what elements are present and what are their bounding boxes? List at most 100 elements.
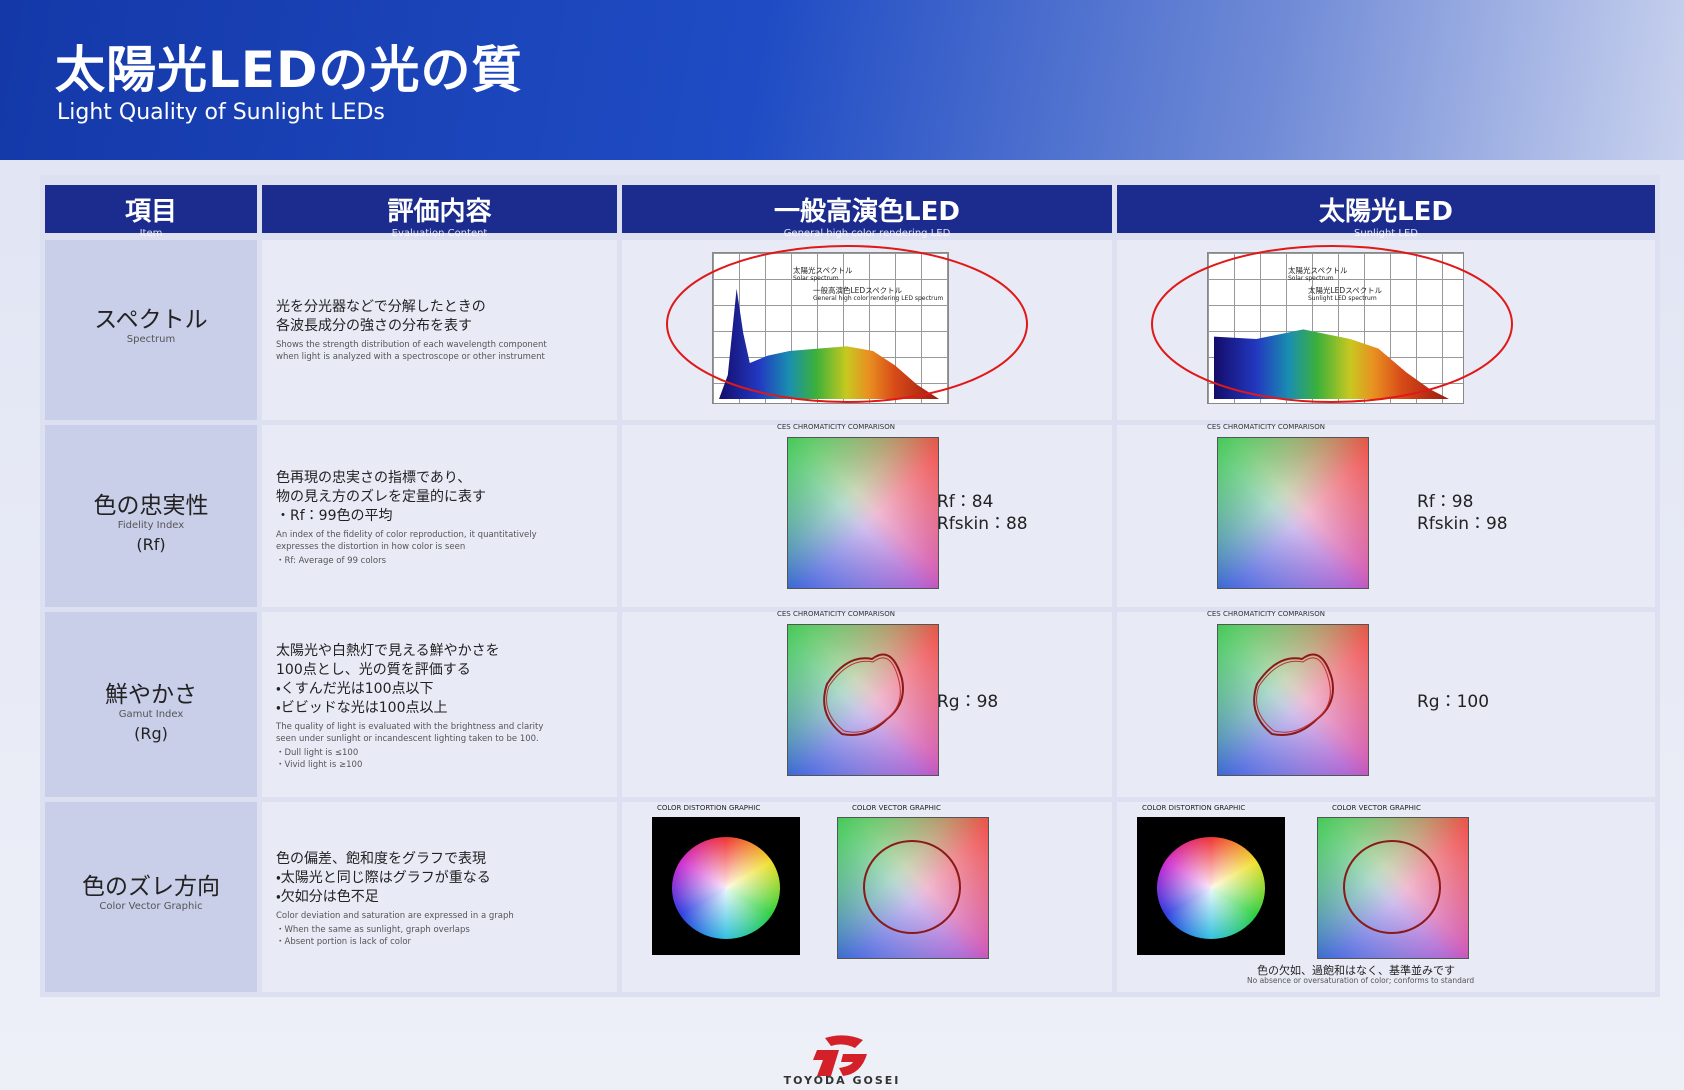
description-line: 各波長成分の強さの分布を表す xyxy=(276,318,472,334)
column-label: 太陽光LED xyxy=(1319,197,1453,227)
chromaticity-chart xyxy=(1217,437,1369,589)
chart-legend: 太陽光スペクトル xyxy=(1288,266,1348,275)
distortion-graphic xyxy=(652,817,800,955)
description-line: ・Rf：99色の平均 xyxy=(276,507,393,524)
description-en-line: when light is analyzed with a spectrosco… xyxy=(276,352,545,362)
column-header: 太陽光LED Sunlight LED xyxy=(1117,185,1655,239)
metric-value: Rf：84 xyxy=(937,492,994,512)
highlight-ellipse xyxy=(666,245,1028,403)
metric-value: Rf：98 xyxy=(1417,492,1474,512)
column-header: 項目 Item xyxy=(45,185,257,239)
description-line: 色再現の忠実さの指標であり、 xyxy=(276,469,472,486)
color-wheel xyxy=(1157,837,1265,939)
spectrum-chart: 太陽光スペクトル Solar spectrum 一般高演色LEDスペクトル Gener… xyxy=(712,252,949,404)
metric-value: Rfskin：98 xyxy=(1417,514,1508,534)
description-en-line: Color deviation and saturation are expre… xyxy=(276,910,514,921)
description-cell: 光を分光器などで分解したときの 各波長成分の強さの分布を表す Shows the s… xyxy=(262,240,617,420)
chart-legend: Sunlight LED spectrum xyxy=(1308,295,1377,302)
chart-legend: General high color rendering LED spectru… xyxy=(813,295,944,302)
description-line: 色の偏差、飽和度をグラフで表現 xyxy=(276,850,486,867)
description-line: 100点とし、光の質を評価する xyxy=(276,661,471,678)
description-line: ・くすんだ光は100点以下 xyxy=(276,680,434,697)
gamut-loop xyxy=(1253,653,1334,736)
item-cell: スペクトル Spectrum xyxy=(45,240,257,420)
description-line: ・ビビッドな光は100点以上 xyxy=(276,699,448,716)
item-label: 色のズレ方向 xyxy=(82,874,220,900)
item-cell: 色の忠実性 Fidelity Index (Rf) xyxy=(45,425,257,607)
item-text: スペクトル Spectrum xyxy=(45,300,257,345)
logo-text: TOYODA GOSEI xyxy=(783,1074,901,1087)
metric-value: Rfskin：88 xyxy=(937,514,1028,534)
chart-legend: Solar spectrum xyxy=(1288,275,1334,282)
item-label: 色の忠実性 xyxy=(93,493,209,519)
distortion-graphic xyxy=(1137,817,1285,955)
highlight-ellipse xyxy=(1151,245,1513,403)
description-cell: 色再現の忠実さの指標であり、 物の見え方のズレを定量的に表す ・Rf：99色の平均 A… xyxy=(262,425,617,607)
note-en: No absence or oversaturation of color; c… xyxy=(1247,976,1475,985)
item-text: 色のズレ方向 Color Vector Graphic xyxy=(45,867,257,912)
column-label: 項目 xyxy=(124,197,177,227)
chart-legend: 一般高演色LEDスペクトル xyxy=(813,286,903,295)
column-label: 一般高演色LED xyxy=(774,197,960,227)
title: 太陽光LEDの光の質 xyxy=(55,41,523,99)
header-band xyxy=(0,0,1684,160)
column-sublabel: Evaluation Content xyxy=(391,228,488,239)
item-text: 色の忠実性 Fidelity Index (Rf) xyxy=(45,486,257,554)
description-en-line: Shows the strength distribution of each … xyxy=(276,340,547,350)
description-line: 太陽光や白熱灯で見える鮮やかさを xyxy=(276,642,500,659)
vector-loop xyxy=(1343,840,1441,934)
description-en-line: ・When the same as sunlight, graph overla… xyxy=(276,924,470,935)
chart-title: COLOR VECTOR GRAPHIC xyxy=(852,804,941,812)
gamut-loop xyxy=(823,653,904,736)
item-sub: (Rf) xyxy=(136,535,166,554)
chart-title: CES CHROMATICITY COMPARISON xyxy=(777,610,895,618)
description-en-line: ・Vivid light is ≥100 xyxy=(276,759,363,770)
item-text: 鮮やかさ Gamut Index (Rg) xyxy=(45,675,257,743)
description-line: 光を分光器などで分解したときの xyxy=(276,299,486,315)
description-cell: 色の偏差、飽和度をグラフで表現 ・太陽光と同じ際はグラフが重なる ・欠如分は色不足 C… xyxy=(262,802,617,992)
chart-title: COLOR DISTORTION GRAPHIC xyxy=(657,804,761,812)
item-label-en: Color Vector Graphic xyxy=(99,901,203,912)
note: 色の欠如、過飽和はなく、基準並みです xyxy=(1257,964,1455,977)
chart-title: CES CHROMATICITY COMPARISON xyxy=(1207,423,1325,431)
column-sublabel: Sunlight LED xyxy=(1354,228,1418,239)
vector-loop xyxy=(863,840,961,934)
column-sublabel: General high color rendering LED xyxy=(783,228,951,239)
description-en-line: ・Rf: Average of 99 colors xyxy=(276,555,387,566)
logo-mark xyxy=(813,1035,867,1076)
column-sublabel: Item xyxy=(139,228,163,239)
chart-title: CES CHROMATICITY COMPARISON xyxy=(777,423,895,431)
item-sub: (Rg) xyxy=(134,723,168,743)
description-en-line: An index of the fidelity of color reprod… xyxy=(276,529,537,540)
item-label-en: Spectrum xyxy=(126,334,176,345)
description-line: ・太陽光と同じ際はグラフが重なる xyxy=(276,869,491,886)
chart-title: CES CHROMATICITY COMPARISON xyxy=(1207,610,1325,618)
description-cell: 太陽光や白熱灯で見える鮮やかさを 100点とし、光の質を評価する ・くすんだ光は10… xyxy=(262,612,617,797)
chart-title: COLOR DISTORTION GRAPHIC xyxy=(1142,804,1246,812)
description-line: 物の見え方のズレを定量的に表す xyxy=(276,488,486,505)
spectrum-chart: 太陽光スペクトル Solar spectrum 太陽光LEDスペクトル Sunligh… xyxy=(1207,252,1464,404)
item-label: スペクトル xyxy=(94,307,208,333)
description-en-line: ・Absent portion is lack of color xyxy=(276,936,412,947)
chromaticity-chart xyxy=(1217,624,1369,776)
item-label: 鮮やかさ xyxy=(105,681,197,708)
value-cell xyxy=(1117,425,1655,607)
item-cell: 鮮やかさ Gamut Index (Rg) xyxy=(45,612,257,797)
color-wheel xyxy=(672,837,780,939)
subtitle: Light Quality of Sunlight LEDs xyxy=(57,100,385,125)
column-label: 評価内容 xyxy=(387,197,492,227)
item-label-en: Fidelity Index xyxy=(117,520,185,531)
description-en-line: ・Dull light is ≤100 xyxy=(276,747,359,758)
item-label-en: Gamut Index xyxy=(118,708,184,720)
chart-legend: 太陽光LEDスペクトル xyxy=(1308,286,1383,295)
description-en-line: The quality of light is evaluated with t… xyxy=(276,721,544,732)
description-en-line: expresses the distortion in how color is… xyxy=(276,541,466,552)
value-cell xyxy=(1117,612,1655,797)
item-cell: 色のズレ方向 Color Vector Graphic xyxy=(45,802,257,992)
metric-value: Rg：100 xyxy=(1417,692,1490,712)
chart-legend: Solar spectrum xyxy=(793,275,839,282)
column-header: 一般高演色LED General high color rendering LED xyxy=(622,185,1112,239)
metric-value: Rg：98 xyxy=(937,692,999,712)
description-line: ・欠如分は色不足 xyxy=(276,888,379,905)
